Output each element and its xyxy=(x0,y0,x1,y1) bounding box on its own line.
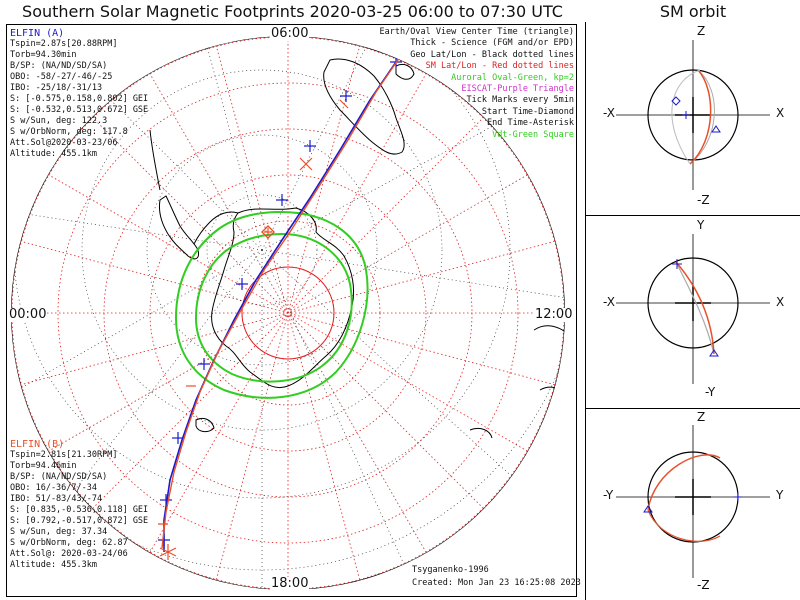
elfin-a-line: B/SP: (NA/ND/SD/SA) xyxy=(10,61,108,71)
orbit-3-right-label: Y xyxy=(776,488,784,502)
elfin-a-line: IBO: -25/18/-31/13 xyxy=(10,83,103,93)
sm-pole-circle xyxy=(241,266,335,360)
orbit-2-right-label: X xyxy=(776,295,785,309)
elfin-b-line: S w/OrbNorm, deg: 62.87 xyxy=(10,538,128,548)
elfin-b-line: B/SP: (NA/ND/SD/SA) xyxy=(10,472,108,482)
legend-item: Vdt-Green Square xyxy=(492,129,574,140)
elfin-a-line: S: [-0.575,0.158,0.802] GEI xyxy=(10,94,149,104)
elfin-a-name: ELFIN (A) xyxy=(10,28,65,39)
map-frame xyxy=(6,24,577,597)
elfin-b-line: S: [0.835,-0.536,0.118] GEI xyxy=(10,505,149,515)
clock-label-left: 00:00 xyxy=(8,307,48,322)
elfin-b-ticks xyxy=(158,99,349,525)
clock-label-top: 06:00 xyxy=(270,26,310,41)
elfin-b-line: S w/Sun, deg: 37.34 xyxy=(10,527,108,537)
legend-item: Geo Lat/Lon - Black dotted lines xyxy=(410,49,574,60)
legend-item: SM Lat/Lon - Red dotted lines xyxy=(425,61,574,72)
elfin-a-info: ELFIN (A) Tspin=2.87s[20.88RPM] Torb=94.… xyxy=(10,28,148,160)
orbit-2-left-label: -X xyxy=(603,295,615,309)
elfin-b-track xyxy=(161,53,403,549)
elfin-b-line: OBO: 16/-36/7/-34 xyxy=(10,483,97,493)
elfin-a-line: Tspin=2.87s[20.88RPM] xyxy=(10,39,118,49)
elfin-b-line: Att.Sol@: 2020-03-24/06 xyxy=(10,549,128,559)
elfin-b-info: ELFIN (B) Tspin=2.81s[21.30RPM] Torb=94.… xyxy=(10,439,148,571)
legend-item: EISCAT-Purple Triangle xyxy=(461,84,574,95)
clock-label-right: 12:00 xyxy=(534,307,574,322)
elfin-a-line: S w/Sun, deg: 122.3 xyxy=(10,116,108,126)
elfin-b-line: S: [0.792,-0.517,0.872] GSE xyxy=(10,516,149,526)
legend-item: Tick Marks every 5min xyxy=(466,95,574,106)
orbit-title: SM orbit xyxy=(659,2,727,21)
elfin-a-line: S w/OrbNorm, deg: 117.8 xyxy=(10,127,128,137)
coastlines xyxy=(37,58,565,549)
orbit-1-left-label: -X xyxy=(603,106,615,120)
legend-item: Thick - Science (FGM and/or EPD) xyxy=(410,38,574,49)
legend-item: End Time-Asterisk xyxy=(487,118,574,129)
created-timestamp: Created: Mon Jan 23 16:25:08 2023 xyxy=(412,578,581,588)
orbit-2-up-label: Y xyxy=(697,218,705,232)
clock-label-bottom: 18:00 xyxy=(270,576,310,591)
map-title: Southern Solar Magnetic Footprints 2020-… xyxy=(22,2,563,21)
elfin-b-line: Torb=94.46min xyxy=(10,461,77,471)
orbit-panel-1 xyxy=(616,40,770,190)
orbit-panel-3 xyxy=(616,425,770,578)
elfin-a-line: S: [-0.532,0.513,0.672] GSE xyxy=(10,105,149,115)
model-credit: Tsyganenko-1996 xyxy=(412,565,489,575)
legend-item: Start Time-Diamond xyxy=(481,106,574,117)
orbit-1-down-label: -Z xyxy=(697,193,710,207)
orbit-1-right-label: X xyxy=(776,106,785,120)
orbit-2-down-label: -Y xyxy=(705,385,716,399)
orbit-3-up-label: Z xyxy=(697,410,706,424)
elfin-b-name: ELFIN (B) xyxy=(10,439,65,450)
elfin-a-line: Att.Sol@2020-03-23/06 xyxy=(10,138,118,148)
elfin-a-line: Altitude: 455.1km xyxy=(10,149,97,159)
elfin-a-line: OBO: -58/-27/-46/-25 xyxy=(10,72,113,82)
elfin-b-line: Tspin=2.81s[21.30RPM] xyxy=(10,450,118,460)
elfin-b-line: IBO: 51/-83/43/-74 xyxy=(10,494,103,504)
auroral-ovals xyxy=(174,210,369,399)
end-asterisk xyxy=(159,544,177,560)
orbit-panel-2 xyxy=(616,234,770,384)
elfin-markers xyxy=(159,225,275,560)
orbit-3-down-label: -Z xyxy=(697,578,710,592)
legend-item: Auroral Oval-Green, kp=2 xyxy=(451,72,574,83)
legend-item: Earth/Oval View Center Time (triangle) xyxy=(379,27,574,37)
elfin-a-track xyxy=(163,61,397,552)
start-diamond xyxy=(261,225,275,239)
orbit-3-left-label: -Y xyxy=(603,488,614,502)
elfin-b-line: Altitude: 455.3km xyxy=(10,560,97,570)
elfin-a-line: Torb=94.30min xyxy=(10,50,77,60)
map-legend: Earth/Oval View Center Time (triangle) Th… xyxy=(380,27,574,141)
orbit-1-up-label: Z xyxy=(697,24,706,38)
